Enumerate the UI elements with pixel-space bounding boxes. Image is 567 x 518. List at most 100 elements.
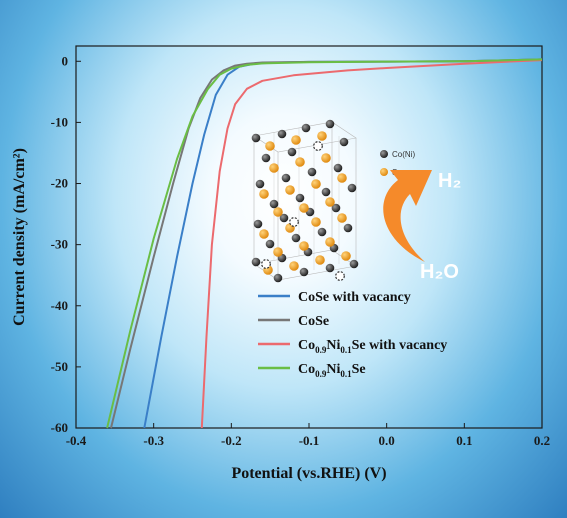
co-ni-atom xyxy=(295,193,305,203)
vacancy-site xyxy=(261,259,271,269)
x-tick-label: -0.3 xyxy=(143,433,164,448)
y-axis: 0 -10 -20 -30 -40 -50 -60 xyxy=(51,53,81,435)
se-atom xyxy=(259,189,269,199)
y-tick-label: -50 xyxy=(51,359,68,374)
legend-label-1: CoSe xyxy=(298,314,329,329)
vacancy-site xyxy=(335,271,345,281)
series-layer xyxy=(106,58,543,429)
legend-label-part: 0.1 xyxy=(340,369,352,379)
co-ni-atom xyxy=(299,267,309,277)
x-tick-label: -0.4 xyxy=(66,433,87,448)
y-tick-label: -30 xyxy=(51,237,68,252)
co-ni-atom xyxy=(291,233,301,243)
y-tick-label: -40 xyxy=(51,298,68,313)
co-ni-atom xyxy=(269,199,279,209)
x-axis: -0.4 -0.3 -0.2 -0.1 0.0 0.1 0.2 xyxy=(66,423,550,448)
se-atom xyxy=(273,247,283,257)
legend-label-part: 0.9 xyxy=(315,369,327,379)
series-line-3 xyxy=(106,58,543,429)
co-ni-legend-label: Co(Ni) xyxy=(392,150,415,159)
curved-arrow-icon xyxy=(383,170,432,262)
co-ni-atom xyxy=(273,273,283,283)
series-line-2 xyxy=(200,59,543,429)
co-ni-atom xyxy=(253,219,263,229)
vacancy-site xyxy=(313,141,323,151)
legend-label-part: CoSe with vacancy xyxy=(298,290,411,305)
legend-label-part: 0.1 xyxy=(340,345,352,355)
se-legend-dot xyxy=(380,168,388,176)
se-atom xyxy=(337,173,347,183)
co-ni-atom xyxy=(317,227,327,237)
se-atom xyxy=(315,255,325,265)
co-ni-atom xyxy=(325,263,335,273)
se-atom xyxy=(269,163,279,173)
y-tick-label: 0 xyxy=(62,53,69,68)
legend-label-2: Co0.9Ni0.1Se with vacancy xyxy=(298,338,447,355)
co-ni-atom xyxy=(339,137,349,147)
atoms xyxy=(251,119,359,283)
co-ni-legend-dot xyxy=(380,150,388,158)
co-ni-atom xyxy=(325,119,335,129)
vacancy-site xyxy=(289,217,299,227)
co-ni-atom xyxy=(301,123,311,133)
se-atom xyxy=(299,241,309,251)
legend-label-part: Se with vacancy xyxy=(352,338,448,353)
legend-label-part: Ni xyxy=(326,362,340,377)
co-ni-atom xyxy=(349,259,359,269)
reaction-arrow-group: H₂ H₂O xyxy=(383,170,461,283)
co-ni-atom xyxy=(331,203,341,213)
co-ni-atom xyxy=(255,179,265,189)
co-ni-atom xyxy=(277,129,287,139)
se-atom xyxy=(325,237,335,247)
se-atom xyxy=(311,179,321,189)
se-atom xyxy=(299,203,309,213)
co-ni-atom xyxy=(333,163,343,173)
crystal-structure-inset: Co(Ni) Se xyxy=(251,119,415,283)
x-tick-label: -0.1 xyxy=(299,433,320,448)
co-ni-atom xyxy=(265,239,275,249)
se-atom xyxy=(311,217,321,227)
y-tick-label: -10 xyxy=(51,114,68,129)
co-ni-atom xyxy=(321,187,331,197)
se-atom xyxy=(285,185,295,195)
legend-label-part: Co xyxy=(298,362,315,377)
legend-label-part: Co xyxy=(298,338,315,353)
co-ni-atom xyxy=(281,173,291,183)
co-ni-atom xyxy=(343,223,353,233)
co-ni-atom xyxy=(347,183,357,193)
co-ni-atom xyxy=(251,257,261,267)
x-tick-label: 0.0 xyxy=(379,433,395,448)
se-atom xyxy=(259,229,269,239)
se-atom xyxy=(341,251,351,261)
legend-label-part: CoSe xyxy=(298,314,329,329)
x-axis-title: Potential (vs.RHE) (V) xyxy=(231,465,386,482)
co-ni-atom xyxy=(261,153,271,163)
co-ni-atom xyxy=(251,133,261,143)
se-atom xyxy=(325,197,335,207)
co-ni-atom xyxy=(279,213,289,223)
legend-label-part: 0.9 xyxy=(315,345,327,355)
y-tick-label: -20 xyxy=(51,176,68,191)
se-atom xyxy=(273,207,283,217)
se-atom xyxy=(291,135,301,145)
se-atom xyxy=(321,153,331,163)
y-axis-title: Current density (mA/cm²) xyxy=(11,148,28,326)
se-atom xyxy=(289,261,299,271)
legend-label-part: Ni xyxy=(326,338,340,353)
se-atom xyxy=(317,131,327,141)
h2o-label: H₂O xyxy=(420,261,459,283)
x-tick-label: -0.2 xyxy=(221,433,242,448)
h2-label: H₂ xyxy=(438,170,461,192)
se-atom xyxy=(337,213,347,223)
x-tick-label: 0.1 xyxy=(456,433,472,448)
x-tick-label: 0.2 xyxy=(534,433,550,448)
se-atom xyxy=(265,141,275,151)
co-ni-atom xyxy=(307,167,317,177)
legend-label-part: Se xyxy=(352,362,366,377)
co-ni-atom xyxy=(287,147,297,157)
legend-label-3: Co0.9Ni0.1Se xyxy=(298,362,366,379)
y-tick-label: -60 xyxy=(51,420,68,435)
